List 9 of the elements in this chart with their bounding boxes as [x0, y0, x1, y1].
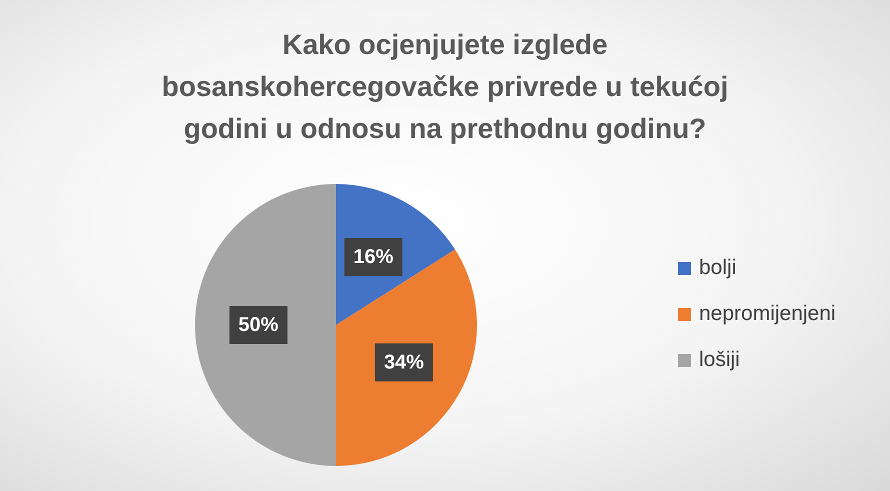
chart-title: Kako ocjenjujete izglede bosanskohercegovačke privrede u tekućoj godini u odnosu na prethodnu godinu?	[160, 28, 730, 146]
data-label: 34%	[384, 351, 424, 374]
legend-label: lošiji	[699, 348, 740, 372]
pie-slice	[195, 184, 336, 466]
legend-label: nepromijenjeni	[699, 302, 836, 326]
legend-label: bolji	[699, 256, 736, 280]
data-label: 50%	[238, 314, 279, 336]
data-label: 16%	[353, 246, 394, 268]
pie-slice	[336, 249, 477, 466]
